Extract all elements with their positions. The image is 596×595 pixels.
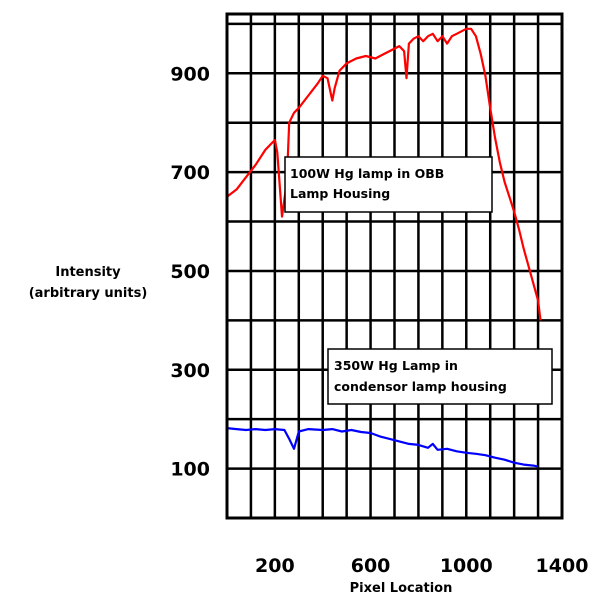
y-tick-label: 100 (170, 459, 210, 481)
x-axis-label: Pixel Location (350, 581, 453, 595)
series-line-1 (226, 27, 542, 321)
x-tick-label: 600 (351, 555, 391, 577)
annotation-obb-line1: 100W Hg lamp in OBB (290, 166, 444, 181)
x-tick-label: 1000 (440, 555, 493, 577)
series-layer (226, 27, 542, 468)
series-line-2 (226, 427, 539, 468)
annotation-condensor: 350W Hg Lamp in condensor lamp housing (327, 348, 553, 405)
y-tick-label: 700 (170, 162, 210, 184)
grid (227, 14, 562, 518)
y-tick-label: 300 (170, 360, 210, 382)
y-axis-label-line2: (arbitrary units) (29, 286, 148, 301)
x-tick-label: 1400 (536, 555, 589, 577)
y-tick-label: 500 (170, 261, 210, 283)
x-tick-label: 200 (255, 555, 295, 577)
annotation-obb-box (284, 156, 493, 213)
annotation-condensor-box (327, 348, 553, 405)
tick-labels: 200 600 1000 1400 100 300 500 700 900 (170, 63, 588, 577)
plot-frame (225, 12, 564, 520)
annotation-condensor-line1: 350W Hg Lamp in (334, 358, 458, 373)
annotation-obb: 100W Hg lamp in OBB Lamp Housing (284, 156, 493, 213)
annotation-condensor-line2: condensor lamp housing (334, 379, 507, 394)
y-tick-label: 900 (170, 63, 210, 85)
y-axis-label-line1: Intensity (55, 265, 121, 280)
annotation-obb-line2: Lamp Housing (290, 186, 390, 201)
